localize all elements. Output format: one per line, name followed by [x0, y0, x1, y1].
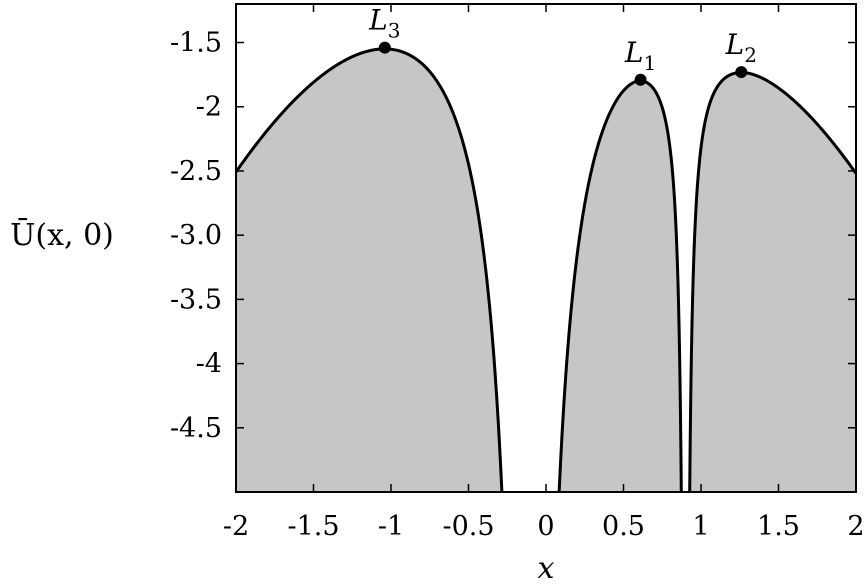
- x-tick-label: 1: [692, 511, 709, 542]
- x-tick-label: -2: [223, 511, 249, 542]
- forbidden-region-fills: [236, 48, 856, 493]
- y-tick-label: -4: [196, 349, 222, 380]
- forbidden-region-1: [236, 48, 502, 493]
- x-tick-label: 0: [537, 511, 554, 542]
- y-tick-label: -3.5: [170, 284, 222, 315]
- lagrange-label-L1: L1: [624, 36, 656, 75]
- x-tick-label: -1: [378, 511, 404, 542]
- potential-curve-3: [688, 70, 858, 493]
- x-tick-label: 0.5: [602, 511, 645, 542]
- lagrange-point-L3: [378, 41, 391, 54]
- y-tick-label: -3.0: [170, 220, 222, 251]
- lagrange-point-L2: [735, 66, 748, 79]
- lagrange-label-L3: L3: [368, 4, 400, 43]
- y-tick-label: -1.5: [170, 28, 222, 59]
- forbidden-region-2: [559, 80, 682, 493]
- y-axis-ticks: -1.5 -2 -2.5 -3.0 -3.5 -4 -4.5: [170, 28, 856, 444]
- x-tick-label: -1.5: [287, 511, 339, 542]
- y-tick-label: -2: [196, 92, 222, 123]
- forbidden-region-3: [689, 72, 856, 493]
- lagrange-label-L2: L2: [725, 28, 757, 67]
- potential-curve-2: [557, 79, 683, 493]
- potential-curve-1: [234, 47, 504, 493]
- y-tick-label: -4.5: [170, 413, 222, 444]
- x-tick-label: 2: [847, 511, 864, 542]
- potential-curves: [234, 47, 858, 493]
- y-tick-label: -2.5: [170, 156, 222, 187]
- x-tick-label: -0.5: [442, 511, 494, 542]
- x-axis-title: x: [538, 551, 555, 586]
- y-axis-title: Ū(x, 0): [10, 217, 114, 253]
- lagrange-point-L1: [634, 73, 647, 86]
- x-tick-label: 1.5: [757, 511, 800, 542]
- x-axis-ticks: -2 -1.5 -1 -0.5 0 0.5 1 1.5 2: [223, 4, 865, 542]
